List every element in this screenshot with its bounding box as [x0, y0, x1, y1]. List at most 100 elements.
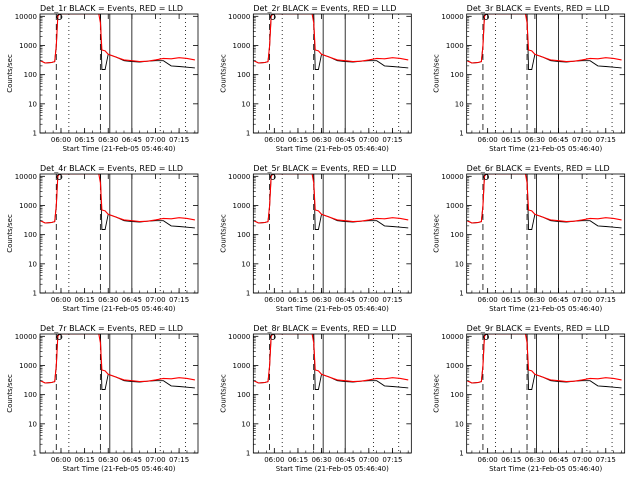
y-tick-label: 10 [241, 100, 250, 108]
y-tick-label: 1 [33, 290, 37, 298]
plot-frame [39, 333, 199, 454]
x-tick-label: 07:15 [596, 136, 616, 144]
series-group [40, 174, 196, 230]
x-tick-label: 07:00 [359, 456, 379, 464]
y-tick-label: 1 [33, 130, 37, 138]
y-axis-label: Counts/sec [6, 214, 14, 253]
x-tick-label: 06:00 [51, 296, 71, 304]
y-axis-label: Counts/sec [219, 214, 227, 253]
y-tick-label: 10000 [228, 333, 250, 341]
x-tick-label: 06:15 [288, 456, 308, 464]
flare-marker-circle [56, 334, 63, 340]
lld-series-line [466, 334, 622, 384]
series-group [466, 174, 622, 230]
chart-panel-3: Det_3r BLACK = Events, RED = LLD 1 10 100 10… [433, 4, 626, 153]
x-tick-label: 06:45 [122, 296, 142, 304]
y-tick-label: 10000 [441, 173, 463, 181]
x-tick-label: 06:15 [501, 136, 521, 144]
x-tick-label: 07:15 [382, 296, 402, 304]
y-tick-label: 10 [455, 420, 464, 428]
chart-panel-4: Det_4r BLACK = Events, RED = LLD 1 10 100 10… [6, 164, 199, 313]
plot-frame [252, 173, 412, 294]
x-tick-label: 07:15 [596, 456, 616, 464]
flare-marker-circle [269, 174, 276, 180]
flare-marker-circle [269, 14, 276, 20]
y-tick-label: 1 [33, 450, 37, 458]
y-tick-label: 10000 [15, 13, 37, 21]
chart-title: Det_5r BLACK = Events, RED = LLD [253, 164, 396, 173]
y-tick-label: 10 [28, 420, 37, 428]
flare-marker-circle [56, 14, 63, 20]
events-series-line [40, 14, 195, 70]
plot-frame [252, 13, 412, 134]
x-tick-label: 06:45 [335, 136, 355, 144]
y-tick-label: 10 [28, 260, 37, 268]
y-tick-label: 1000 [233, 362, 251, 370]
chart-panel-5: Det_5r BLACK = Events, RED = LLD 1 10 100 10… [219, 164, 412, 313]
x-tick-label: 06:30 [98, 456, 118, 464]
series-group [253, 14, 409, 70]
x-tick-label: 06:00 [264, 296, 284, 304]
x-tick-label: 06:45 [335, 296, 355, 304]
x-tick-label: 06:15 [75, 136, 95, 144]
chart-title: Det_2r BLACK = Events, RED = LLD [253, 4, 396, 13]
x-tick-label: 06:00 [478, 456, 498, 464]
y-tick-label: 1 [246, 290, 250, 298]
series-group [466, 14, 622, 70]
plot-frame [466, 333, 626, 454]
y-tick-label: 10000 [228, 173, 250, 181]
x-tick-label: 07:00 [572, 136, 592, 144]
y-tick-label: 10000 [15, 333, 37, 341]
y-tick-label: 10 [241, 420, 250, 428]
x-tick-label: 07:00 [572, 296, 592, 304]
plot-frame [39, 13, 199, 134]
lld-series-line [40, 174, 196, 224]
x-tick-label: 06:00 [264, 136, 284, 144]
chart-title: Det_9r BLACK = Events, RED = LLD [467, 324, 610, 333]
x-axis-label: Start Time (21-Feb-05 05:46:40) [276, 305, 389, 313]
chart-title: Det_1r BLACK = Events, RED = LLD [40, 4, 183, 13]
y-tick-label: 1000 [19, 362, 37, 370]
x-tick-label: 06:30 [98, 136, 118, 144]
events-series-line [253, 14, 409, 70]
y-axis-label: Counts/sec [219, 374, 227, 413]
lld-series-line [466, 174, 622, 224]
x-tick-label: 07:00 [145, 456, 165, 464]
y-tick-label: 1 [459, 290, 463, 298]
y-tick-label: 10 [455, 260, 464, 268]
x-tick-label: 06:30 [311, 296, 331, 304]
x-tick-label: 06:00 [478, 136, 498, 144]
y-axis-label: Counts/sec [6, 54, 14, 93]
x-tick-label: 06:30 [311, 136, 331, 144]
chart-title: Det_8r BLACK = Events, RED = LLD [253, 324, 396, 333]
flare-marker-circle [483, 334, 489, 340]
lld-series-line [253, 334, 409, 384]
lld-series-line [40, 334, 196, 384]
y-tick-label: 100 [237, 71, 250, 79]
x-tick-label: 07:15 [382, 456, 402, 464]
x-tick-label: 06:15 [288, 136, 308, 144]
y-tick-label: 1000 [19, 202, 37, 210]
x-tick-label: 07:00 [145, 136, 165, 144]
x-axis-label: Start Time (21-Feb-05 05:46:40) [489, 465, 602, 473]
y-tick-label: 1000 [446, 202, 464, 210]
flare-marker-circle [483, 14, 489, 20]
x-tick-label: 06:15 [75, 296, 95, 304]
y-tick-label: 10 [28, 100, 37, 108]
chart-panel-7: Det_7r BLACK = Events, RED = LLD 1 10 100 10… [6, 324, 199, 473]
chart-panel-8: Det_8r BLACK = Events, RED = LLD 1 10 100 10… [219, 324, 412, 473]
y-axis-label: Counts/sec [433, 374, 441, 413]
events-series-line [40, 334, 195, 390]
y-tick-label: 1 [246, 130, 250, 138]
x-tick-label: 06:15 [501, 456, 521, 464]
x-tick-label: 06:30 [311, 456, 331, 464]
x-tick-label: 06:30 [98, 296, 118, 304]
y-tick-label: 100 [237, 231, 250, 239]
x-tick-label: 07:15 [169, 296, 189, 304]
lld-series-line [40, 14, 196, 64]
lld-series-line [466, 14, 622, 64]
lld-series-line [253, 174, 409, 224]
series-group [466, 334, 622, 390]
events-series-line [253, 334, 409, 390]
x-tick-label: 06:30 [525, 296, 545, 304]
